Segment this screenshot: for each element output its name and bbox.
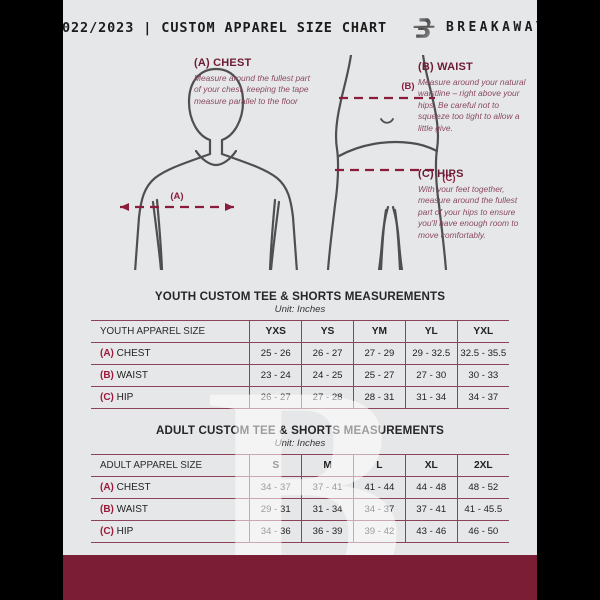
adult-row-label-0: (A) CHEST [91,476,251,499]
size-chart-page: B 2022/2023 | CUSTOM APPAREL SIZE CHART [63,0,537,600]
adult-cell-0-4: 48 - 52 [456,476,509,499]
youth-cell-0-2: 27 - 29 [352,342,406,365]
youth-cell-2-1: 27 - 28 [301,386,354,409]
adult-cell-1-4: 41 - 45.5 [456,498,509,521]
row-label: CHEST [116,348,151,359]
table-row: (B) WAIST 29 - 31 31 - 34 34 - 37 37 - 4… [91,498,509,521]
table-row: (C) HIP 26 - 27 27 - 28 28 - 31 31 - 34 … [91,386,509,409]
adult-cell-2-3: 43 - 46 [404,520,458,543]
breakaway-b-logo-icon [411,15,437,41]
row-tag: (C) [100,392,114,403]
hips-marker-label: (C) [442,173,455,184]
row-label: WAIST [116,504,148,515]
chest-marker-label: (A) [170,191,183,202]
adult-cell-1-1: 31 - 34 [301,498,354,521]
adult-cell-0-3: 44 - 48 [404,476,458,499]
callout-waist-body: Measure around your natural waistline – … [418,77,526,133]
youth-cell-2-0: 26 - 27 [249,386,303,409]
waist-marker-label: (B) [401,81,414,92]
youth-cell-0-3: 29 - 32.5 [404,342,458,365]
adult-col-2: L [352,454,406,477]
callout-waist-title: (B) WAIST [418,61,473,73]
row-label: HIP [116,526,134,537]
youth-col-0: YXS [249,320,303,343]
adult-cell-2-1: 36 - 39 [301,520,354,543]
youth-cell-1-4: 30 - 33 [456,364,509,387]
youth-cell-0-1: 26 - 27 [301,342,354,365]
adult-size-table: ADULT APPAREL SIZE S M L XL 2XL (A) CHES… [91,454,509,543]
row-label: WAIST [116,370,148,381]
adult-table-block: ADULT CUSTOM TEE & SHORTS MEASUREMENTS U… [91,424,509,543]
adult-cell-1-0: 29 - 31 [249,498,303,521]
callout-chest: (A) CHEST Measure around the fullest par… [194,57,314,107]
youth-table-block: YOUTH CUSTOM TEE & SHORTS MEASUREMENTS U… [91,290,509,409]
measurement-diagram: (A) (B) [63,55,537,270]
youth-cell-2-3: 31 - 34 [404,386,458,409]
table-row: (A) CHEST 34 - 37 37 - 41 41 - 44 44 - 4… [91,476,509,499]
table-row: (B) WAIST 23 - 24 24 - 25 25 - 27 27 - 3… [91,364,509,387]
callout-hips: (C) HIPS With your feet together, measur… [418,168,530,241]
youth-col-1: YS [301,320,354,343]
youth-row-label-0: (A) CHEST [91,342,251,365]
youth-col-3: YL [404,320,458,343]
row-tag: (A) [100,348,114,359]
callout-hips-body: With your feet together, measure around … [418,184,519,240]
youth-cell-1-3: 27 - 30 [404,364,458,387]
youth-col-2: YM [352,320,406,343]
row-tag: (A) [100,482,114,493]
adult-cell-0-2: 41 - 44 [352,476,406,499]
page-header: 2022/2023 | CUSTOM APPAREL SIZE CHART BR [63,0,537,55]
youth-cell-2-4: 34 - 37 [456,386,509,409]
adult-col-0: S [249,454,303,477]
adult-row-label-1: (B) WAIST [91,498,251,521]
chest-measure-line [120,203,234,211]
youth-size-table: YOUTH APPAREL SIZE YXS YS YM YL YXL (A) … [91,320,509,409]
adult-cell-2-4: 46 - 50 [456,520,509,543]
brand-lockup: BREAKAWAY [411,15,537,41]
body-figures: (A) (B) [120,55,456,270]
row-tag: (B) [100,504,114,515]
table-header-row: YOUTH APPAREL SIZE YXS YS YM YL YXL [91,320,509,343]
row-tag: (B) [100,370,114,381]
adult-col-4: 2XL [456,454,509,477]
youth-table-title: YOUTH CUSTOM TEE & SHORTS MEASUREMENTS [154,290,446,303]
adult-cell-2-0: 34 - 36 [249,520,303,543]
row-label: HIP [116,392,134,403]
youth-row-label-1: (B) WAIST [91,364,251,387]
adult-col-1: M [301,454,354,477]
adult-cell-1-3: 37 - 41 [404,498,458,521]
row-tag: (C) [100,526,114,537]
adult-cell-2-2: 39 - 42 [352,520,406,543]
callout-chest-title: (A) CHEST [194,57,252,69]
youth-row-label-2: (C) HIP [91,386,251,409]
adult-row-label-2: (C) HIP [91,520,251,543]
callout-waist: (B) WAIST Measure around your natural wa… [418,61,530,134]
callout-chest-body: Measure around the fullest part of your … [194,73,310,106]
callout-hips-title: (C) HIPS [418,168,464,180]
footer-accent-band [63,555,537,600]
youth-cell-1-2: 25 - 27 [352,364,406,387]
youth-cell-1-1: 24 - 25 [301,364,354,387]
adult-col-3: XL [404,454,458,477]
brand-name: BREAKAWAY [446,20,537,35]
table-row: (A) CHEST 25 - 26 26 - 27 27 - 29 29 - 3… [91,342,509,365]
adult-size-header: ADULT APPAREL SIZE [91,454,251,477]
youth-cell-1-0: 23 - 24 [249,364,303,387]
youth-table-unit: Unit: Inches [274,304,326,315]
youth-cell-2-2: 28 - 31 [352,386,406,409]
adult-cell-0-1: 37 - 41 [301,476,354,499]
page-title: 2022/2023 | CUSTOM APPAREL SIZE CHART [63,19,387,36]
adult-table-unit: Unit: Inches [274,438,326,449]
youth-cell-0-0: 25 - 26 [249,342,303,365]
youth-cell-0-4: 32.5 - 35.5 [456,342,509,365]
youth-size-header: YOUTH APPAREL SIZE [91,320,251,343]
youth-col-4: YXL [456,320,509,343]
table-row: (C) HIP 34 - 36 36 - 39 39 - 42 43 - 46 … [91,520,509,543]
row-label: CHEST [116,482,151,493]
adult-table-title: ADULT CUSTOM TEE & SHORTS MEASUREMENTS [155,424,445,437]
table-header-row: ADULT APPAREL SIZE S M L XL 2XL [91,454,509,477]
adult-cell-1-2: 34 - 37 [352,498,406,521]
adult-cell-0-0: 34 - 37 [249,476,303,499]
